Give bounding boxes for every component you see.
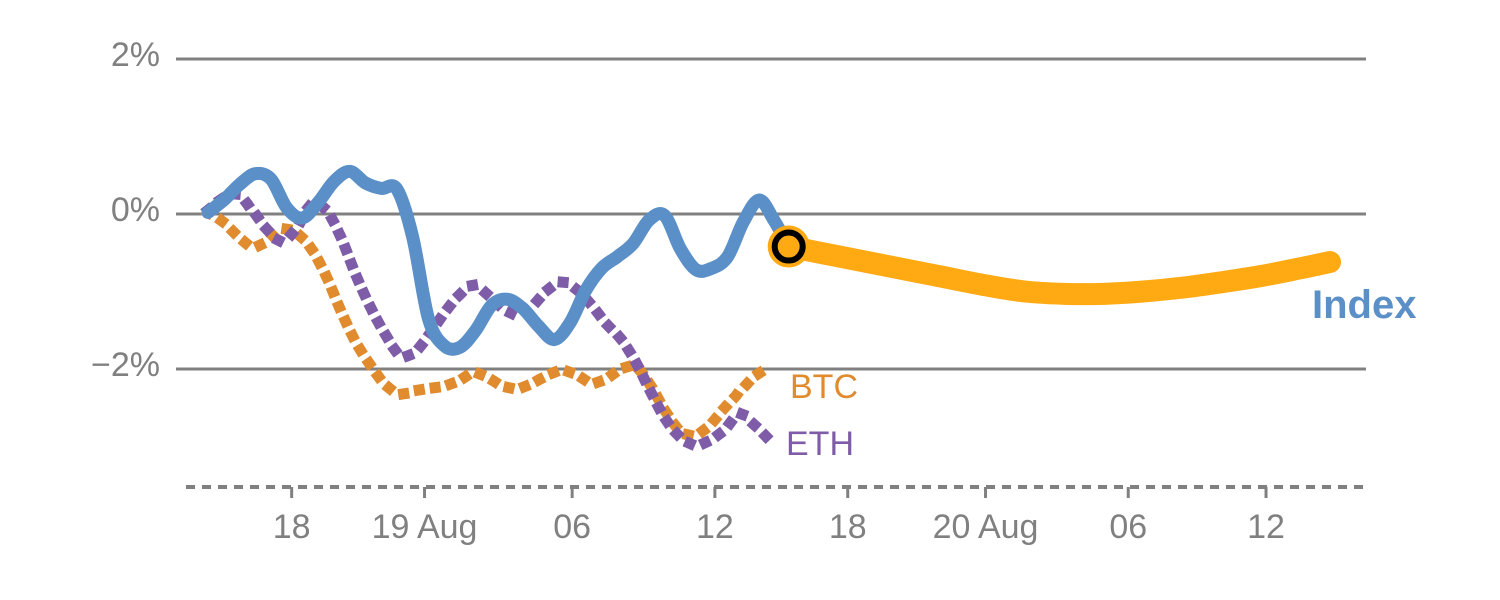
forecast-start-marker[interactable] — [767, 225, 810, 268]
series-label-btc: BTC — [790, 368, 858, 406]
x-tick-label-5: 20 Aug — [932, 508, 1039, 546]
x-tick-label-7: 12 — [1247, 508, 1285, 546]
x-tick-label-1: 19 Aug — [371, 508, 478, 546]
series-line-index — [201, 164, 796, 356]
y-tick-label-0: 2% — [110, 36, 160, 74]
series-line-index-forecast — [777, 235, 1341, 306]
y-tick-label-1: 0% — [110, 191, 160, 229]
series-line-btc — [200, 204, 777, 441]
series-label-index: Index — [1312, 283, 1417, 327]
x-tick-label-6: 06 — [1109, 508, 1148, 546]
series-line-eth — [200, 188, 780, 451]
series-label-eth: ETH — [786, 425, 854, 463]
x-tick-label-0: 18 — [272, 508, 311, 546]
x-tick-label-2: 06 — [553, 508, 592, 546]
y-tick-label-2: −2% — [91, 346, 160, 384]
x-tick-label-3: 12 — [695, 508, 734, 546]
x-tick-label-4: 18 — [828, 508, 867, 546]
forecast-start-marker-ring — [771, 229, 806, 264]
x-axis — [186, 485, 1366, 498]
